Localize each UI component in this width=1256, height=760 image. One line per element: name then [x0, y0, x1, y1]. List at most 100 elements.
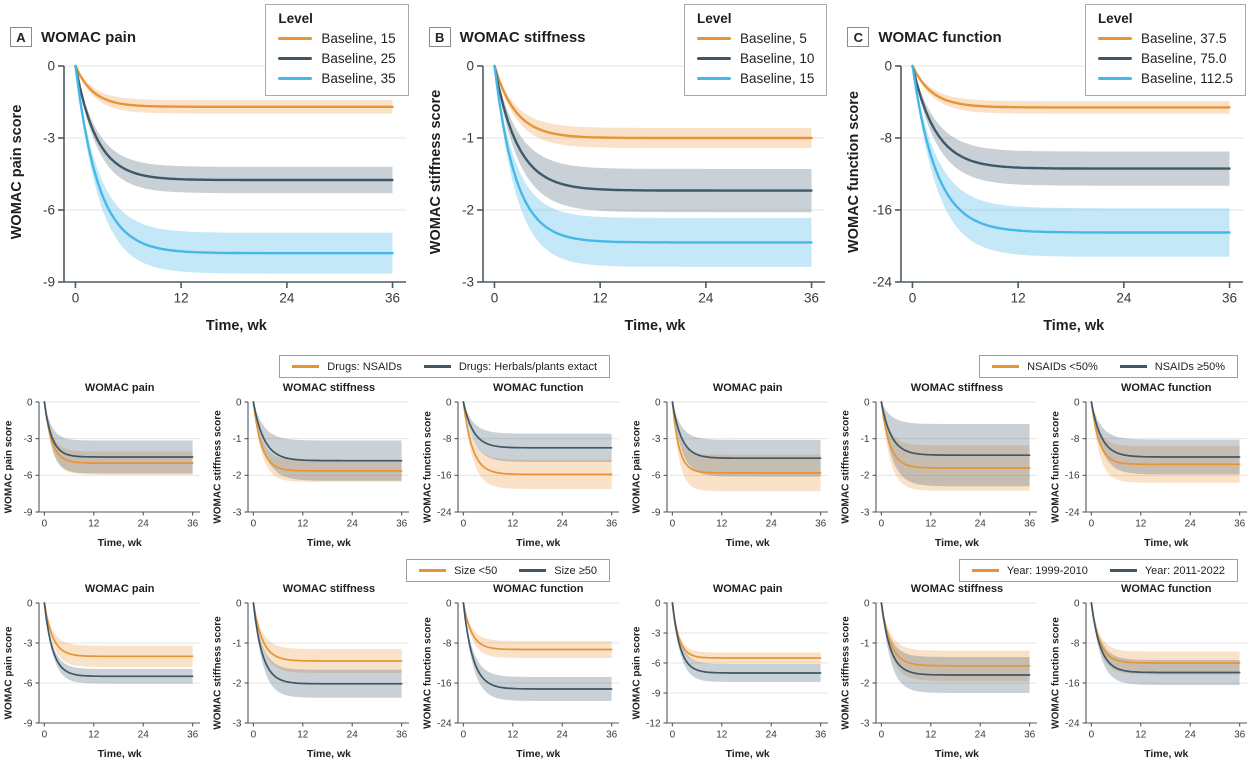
svg-text:-16: -16: [1065, 678, 1080, 689]
svg-text:-6: -6: [24, 471, 33, 482]
svg-text:0: 0: [670, 730, 676, 741]
y-axis-label: WOMAC pain score: [3, 420, 15, 513]
legend-line-dark: [423, 365, 451, 368]
subpanel-nsaidspct-womac-pain: WOMAC pain WOMAC pain score 0 -3 -6 -9 0 12 24…: [628, 382, 837, 554]
y-axis-label: WOMAC function score: [422, 410, 434, 523]
legend-line-dark: [519, 569, 547, 572]
svg-text:-3: -3: [652, 434, 661, 445]
svg-text:0: 0: [655, 598, 661, 609]
svg-text:0: 0: [42, 730, 48, 741]
subpanel-plot: WOMAC stiffness score 0 -1 -2 -3 0 12 24 36: [213, 397, 418, 536]
womac-function-line-chart: 0 -8 -16 -24 0 12 24 36: [437, 397, 619, 530]
subpanel-title: WOMAC pain: [712, 583, 783, 595]
legend-line-orange: [419, 569, 447, 572]
legend-label: Baseline, 10: [740, 51, 815, 66]
svg-text:36: 36: [1234, 519, 1246, 530]
panel-b-legend-box: Level Baseline, 5 Baseline, 10 Baseline,…: [684, 4, 828, 96]
svg-text:-3: -3: [24, 638, 33, 649]
svg-text:-9: -9: [652, 507, 661, 518]
x-axis-label: Time, wk: [516, 748, 561, 760]
svg-text:12: 12: [298, 519, 310, 530]
x-axis-label: Time, wk: [1043, 318, 1105, 334]
legend-label: Baseline, 112.5: [1140, 71, 1234, 86]
x-axis-label: Time, wk: [1144, 748, 1189, 760]
svg-text:0: 0: [236, 598, 242, 609]
legend-entry: Size <50: [419, 565, 497, 577]
svg-text:0: 0: [879, 519, 885, 530]
svg-text:-24: -24: [1065, 718, 1080, 729]
subpanel-nsaidspct-womac-function: WOMAC function WOMAC function score 0 -8 -…: [1047, 382, 1256, 554]
womac-stiffness-line-chart: 0 -1 -2 -3 0 12 24 36: [861, 397, 1038, 530]
subpanel-year-womac-function: WOMAC function WOMAC function score 0 -8 -…: [1047, 583, 1256, 760]
subpanel-plot: WOMAC function score 0 -8 -16 -24 0 12 24 36: [1050, 397, 1256, 536]
svg-text:-6: -6: [652, 471, 661, 482]
svg-text:24: 24: [138, 519, 150, 530]
legend-label: Year: 2011-2022: [1144, 564, 1225, 577]
svg-text:12: 12: [1011, 291, 1026, 306]
panel-b-title: WOMAC stiffness: [459, 28, 586, 46]
svg-text:-2: -2: [233, 678, 242, 689]
legend-line-dark: [278, 56, 313, 61]
legend-line-dark: [697, 56, 732, 61]
subpanel-year-womac-stiffness: WOMAC stiffness WOMAC stiffness score 0-…: [837, 583, 1046, 760]
x-axis-label: Time, wk: [97, 537, 142, 549]
group-drugs-legend-strip: Drugs: NSAIDs Drugs: Herbals/plants exta…: [0, 352, 628, 382]
group-drugs-panels: WOMAC pain WOMAC pain score 0 -3 -6 -9 0 12 24…: [0, 382, 628, 554]
subpanel-plot: WOMAC stiffness score 0 -1 -2 -3 0 12 24 36: [841, 397, 1046, 536]
svg-text:0: 0: [72, 291, 80, 306]
svg-text:-1: -1: [462, 131, 474, 146]
svg-text:36: 36: [606, 519, 618, 530]
x-axis-label: Time, wk: [205, 318, 267, 334]
x-axis-label: Time, wk: [725, 748, 770, 760]
panel-b-letter-badge: B: [428, 27, 451, 47]
legend-line-dark: [1119, 365, 1147, 368]
group-nsaids-pct-legend-strip: NSAIDs <50% NSAIDs ≥50%: [628, 352, 1256, 382]
group-size-panels: WOMAC pain WOMAC pain score 0 -3 -6 -9 0 12 24…: [0, 583, 628, 760]
womac-function-line-chart: 0 -8 -16 -24 0 12 24 36: [1065, 598, 1247, 741]
svg-text:0: 0: [864, 397, 870, 408]
subpanel-title: WOMAC stiffness: [910, 583, 1004, 595]
svg-text:0: 0: [460, 730, 466, 741]
svg-text:12: 12: [88, 519, 100, 530]
y-axis-label: WOMAC stiffness score: [212, 409, 224, 524]
svg-text:36: 36: [1234, 730, 1246, 741]
svg-text:0: 0: [27, 397, 33, 408]
legend-line-orange: [292, 365, 320, 368]
svg-text:0: 0: [47, 59, 55, 74]
svg-text:-9: -9: [43, 275, 55, 290]
womac-pain-line-chart: 0 -3 -6 -9 0 12 24 36: [24, 598, 200, 741]
svg-text:0: 0: [879, 730, 885, 741]
svg-text:0: 0: [1074, 397, 1080, 408]
svg-text:12: 12: [716, 730, 728, 741]
subpanel-title: WOMAC stiffness: [282, 382, 376, 394]
group-size: Size <50 Size ≥50 WOMAC pain WOMAC pain …: [0, 556, 628, 760]
womac-function-line-chart: 0 -8 -16 -24 0 12 24 36: [873, 59, 1244, 306]
subpanel-plot: WOMAC pain score 0 -3 -6 -9 0 12 24 36: [4, 598, 209, 747]
legend-entry: Baseline, 75.0: [1097, 51, 1233, 66]
svg-text:-24: -24: [873, 275, 893, 290]
legend-label: NSAIDs <50%: [1027, 360, 1098, 373]
x-axis-label: Time, wk: [624, 318, 686, 334]
subpanel-plot: WOMAC pain score 0 -3 -6 -9 0 12 24 36: [632, 397, 837, 536]
legend-entry: Baseline, 5: [697, 31, 814, 46]
subpanel-title: WOMAC pain: [84, 382, 155, 394]
svg-text:36: 36: [804, 291, 819, 306]
legend-entry: Size ≥50: [519, 565, 597, 577]
legend-line-orange: [697, 36, 732, 41]
legend-entry: Baseline, 10: [697, 51, 814, 66]
svg-text:36: 36: [1024, 730, 1036, 741]
group-drugs: Drugs: NSAIDs Drugs: Herbals/plants exta…: [0, 352, 628, 554]
svg-text:-8: -8: [442, 638, 451, 649]
y-axis-label: WOMAC pain score: [631, 626, 643, 719]
legend-label: Drugs: NSAIDs: [327, 360, 402, 373]
svg-text:-3: -3: [462, 275, 474, 290]
legend-line-orange: [971, 569, 999, 572]
x-axis-label: Time, wk: [1144, 537, 1189, 549]
svg-text:24: 24: [279, 291, 295, 306]
svg-text:36: 36: [396, 730, 408, 741]
legend-label: Drugs: Herbals/plants extact: [458, 360, 597, 373]
svg-text:24: 24: [347, 519, 359, 530]
svg-text:36: 36: [815, 519, 827, 530]
group-nsaids-pct-legend-box: NSAIDs <50% NSAIDs ≥50%: [979, 355, 1238, 378]
svg-text:0: 0: [251, 730, 257, 741]
